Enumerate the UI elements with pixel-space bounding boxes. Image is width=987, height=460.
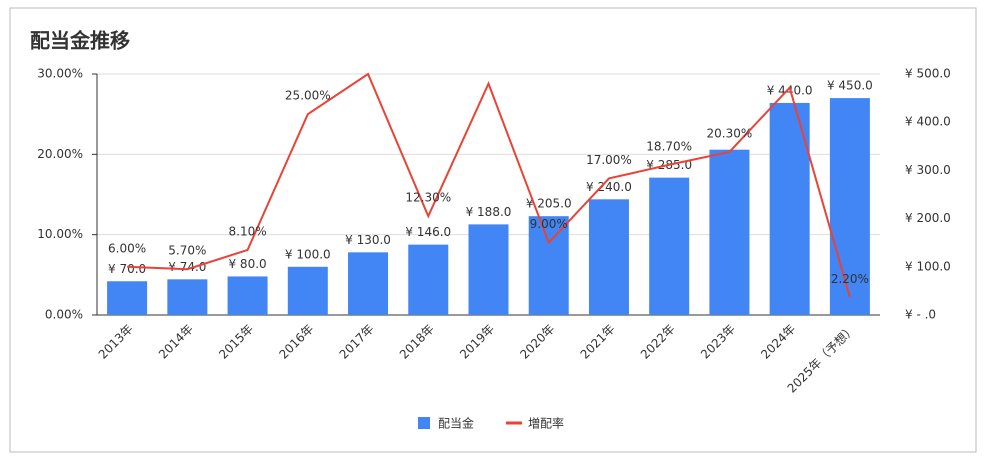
bar-value-label: ¥ 80.0	[228, 257, 266, 271]
y2-tick-label: ¥ 100.0	[905, 259, 951, 273]
bar	[167, 279, 208, 315]
bar-value-label: ¥ 450.0	[827, 79, 873, 93]
y-tick-label: 20.00%	[37, 147, 83, 161]
y2-tick-label: ¥ - .0	[905, 308, 936, 322]
y2-tick-label: ¥ 200.0	[905, 211, 951, 225]
bar	[348, 252, 389, 315]
y2-tick-label: ¥ 500.0	[905, 67, 951, 81]
legend-label: 増配率	[528, 416, 564, 431]
y2-tick-label: ¥ 400.0	[905, 115, 951, 129]
bar-value-label: ¥ 205.0	[526, 197, 572, 211]
line-value-label: 12.30%	[405, 191, 451, 205]
bar	[709, 149, 750, 315]
bar	[528, 216, 569, 315]
bar	[227, 276, 268, 315]
bar	[408, 244, 449, 315]
bar-value-label: ¥ 240.0	[586, 180, 632, 194]
y2-tick-label: ¥ 300.0	[905, 163, 951, 177]
line-value-label: 6.00%	[108, 241, 146, 255]
line	[127, 72, 851, 298]
y-tick-label: 30.00%	[37, 67, 83, 81]
line-value-label: 8.10%	[229, 224, 267, 238]
legend-label: 配当金	[438, 416, 474, 431]
line-value-label: 5.70%	[168, 244, 206, 258]
y-tick-label: 10.00%	[37, 227, 83, 241]
bar-value-label: ¥ 70.0	[108, 262, 146, 276]
bar-value-label: ¥ 188.0	[466, 205, 512, 219]
bar	[649, 177, 690, 315]
bar	[107, 281, 148, 315]
bar	[468, 224, 509, 315]
bar-value-label: ¥ 146.0	[405, 225, 451, 239]
bar	[769, 102, 810, 315]
line-value-label: 20.30%	[707, 126, 753, 140]
y-tick-label: 0.00%	[45, 308, 83, 322]
line-value-label: 9.00%	[530, 217, 568, 231]
bar-value-label: ¥ 100.0	[285, 247, 331, 261]
bar	[287, 266, 328, 315]
line-value-label: 25.00%	[285, 89, 331, 103]
line-value-label: 17.00%	[586, 153, 632, 167]
line-value-label: 18.70%	[646, 139, 692, 153]
legend-swatch	[418, 417, 430, 429]
chart-title: 配当金推移	[30, 29, 130, 53]
bar-value-label: ¥ 130.0	[345, 233, 391, 247]
bar	[829, 98, 870, 315]
bar-value-label: ¥ 74.0	[168, 260, 206, 274]
bar	[588, 199, 629, 315]
line-value-label: 2.20%	[831, 272, 869, 286]
